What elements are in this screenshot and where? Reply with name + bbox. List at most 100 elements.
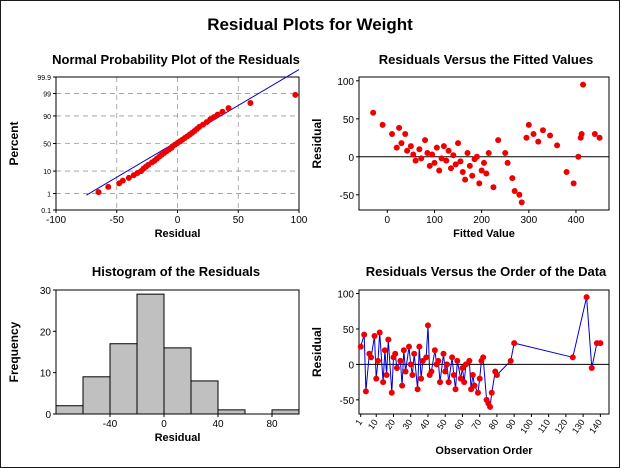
fitted-point: [424, 150, 431, 156]
normal-ytick-label: 99.9: [37, 75, 51, 82]
order-plot-title: Residuals Versus the Order of the Data: [365, 264, 607, 279]
order-point: [474, 389, 481, 396]
order-point: [445, 379, 452, 386]
normal-point: [95, 189, 102, 196]
histogram-bar: [271, 409, 300, 415]
order-point: [507, 357, 514, 364]
fitted-point: [466, 162, 473, 169]
order-point: [588, 364, 595, 371]
order-point: [392, 350, 399, 357]
order-xtick-label: 50: [435, 417, 449, 431]
order-point: [469, 372, 476, 379]
fitted-point: [436, 167, 443, 174]
fitted-point: [452, 161, 459, 168]
order-point: [442, 368, 449, 375]
order-point: [385, 336, 392, 343]
fitted-ytick-label: 50: [343, 115, 355, 126]
normal-point: [292, 91, 299, 98]
normal-ytick-label: 99: [43, 91, 51, 98]
fitted-point: [450, 152, 457, 159]
order-ylabel: Residual: [310, 327, 324, 377]
fitted-point: [422, 137, 429, 144]
normal-ytick-label: 1: [47, 192, 51, 199]
fitted-point: [402, 131, 409, 137]
fitted-point: [459, 169, 466, 175]
order-point: [431, 347, 438, 354]
order-point: [418, 375, 425, 382]
fitted-point: [476, 180, 483, 187]
histogram-ytick-label: 30: [40, 286, 52, 297]
fitted-point: [370, 109, 377, 116]
fitted-point: [570, 180, 577, 187]
fitted-point: [535, 138, 542, 145]
order-point: [371, 333, 378, 340]
order-point: [466, 357, 473, 364]
order-point: [368, 354, 375, 361]
order-point: [383, 372, 390, 379]
order-xtick-label: 1: [353, 417, 364, 427]
order-ytick-label: 100: [337, 290, 354, 301]
order-point: [409, 372, 416, 379]
fitted-plot-frame: [358, 76, 610, 211]
order-point: [388, 389, 395, 396]
order-point: [569, 354, 576, 361]
order-xtick-label: 70: [469, 417, 483, 431]
fitted-point: [416, 146, 423, 153]
order-xlabel: Observation Order: [435, 445, 533, 457]
order-point: [399, 382, 406, 389]
order-point: [393, 364, 400, 371]
fitted-point: [393, 144, 400, 151]
histogram-bar: [55, 405, 84, 415]
fitted-point: [478, 167, 485, 174]
fitted-point: [578, 131, 585, 137]
order-xtick-label: 30: [400, 417, 414, 431]
fitted-point: [433, 144, 440, 151]
order-point: [443, 361, 450, 368]
order-point: [452, 386, 459, 393]
normal-point: [119, 177, 126, 184]
order-point: [487, 403, 494, 410]
histogram-title: Histogram of the Residuals: [91, 264, 261, 279]
fitted-point: [580, 81, 587, 88]
order-point: [437, 379, 444, 386]
fitted-point: [547, 132, 554, 139]
order-ytick-label: 50: [343, 325, 355, 336]
normal-point: [105, 183, 112, 190]
order-point: [454, 357, 461, 364]
order-point: [440, 350, 447, 357]
fitted-ytick-label: 0: [348, 153, 354, 164]
fitted-point: [485, 150, 492, 156]
fitted-ylabel: Residual: [310, 118, 324, 168]
order-xtick-label: 80: [487, 417, 501, 431]
fitted-point: [554, 142, 561, 149]
fitted-xtick-label: 0: [385, 215, 391, 226]
order-xtick-label: 140: [587, 417, 604, 435]
order-point: [362, 388, 369, 395]
normal-xtick-label: -100: [46, 215, 66, 226]
order-point: [407, 361, 414, 368]
order-point: [423, 354, 430, 361]
order-point: [374, 357, 381, 364]
fitted-point: [443, 157, 450, 164]
fitted-point: [502, 150, 509, 156]
normal-plot-title: Normal Probability Plot of the Residuals: [52, 52, 300, 67]
figure-title: Residual Plots for Weight: [207, 15, 413, 34]
order-point: [476, 375, 483, 382]
fitted-point: [389, 131, 396, 137]
order-xtick-label: 120: [553, 417, 570, 435]
normal-ylabel: Percent: [7, 121, 21, 165]
order-point: [461, 379, 468, 386]
histogram-xtick-label: 0: [161, 419, 167, 430]
normal-xtick-label: 0: [175, 215, 181, 226]
fitted-point: [396, 124, 403, 131]
fitted-xtick-label: 100: [426, 215, 443, 226]
normal-ytick-label: 0.1: [41, 208, 51, 215]
order-point: [397, 357, 404, 364]
order-point: [424, 322, 431, 329]
order-xtick-label: 20: [383, 417, 397, 431]
fitted-point: [464, 150, 471, 156]
order-xtick-label: 130: [570, 417, 587, 435]
fitted-point: [457, 158, 464, 165]
order-point: [480, 354, 487, 361]
